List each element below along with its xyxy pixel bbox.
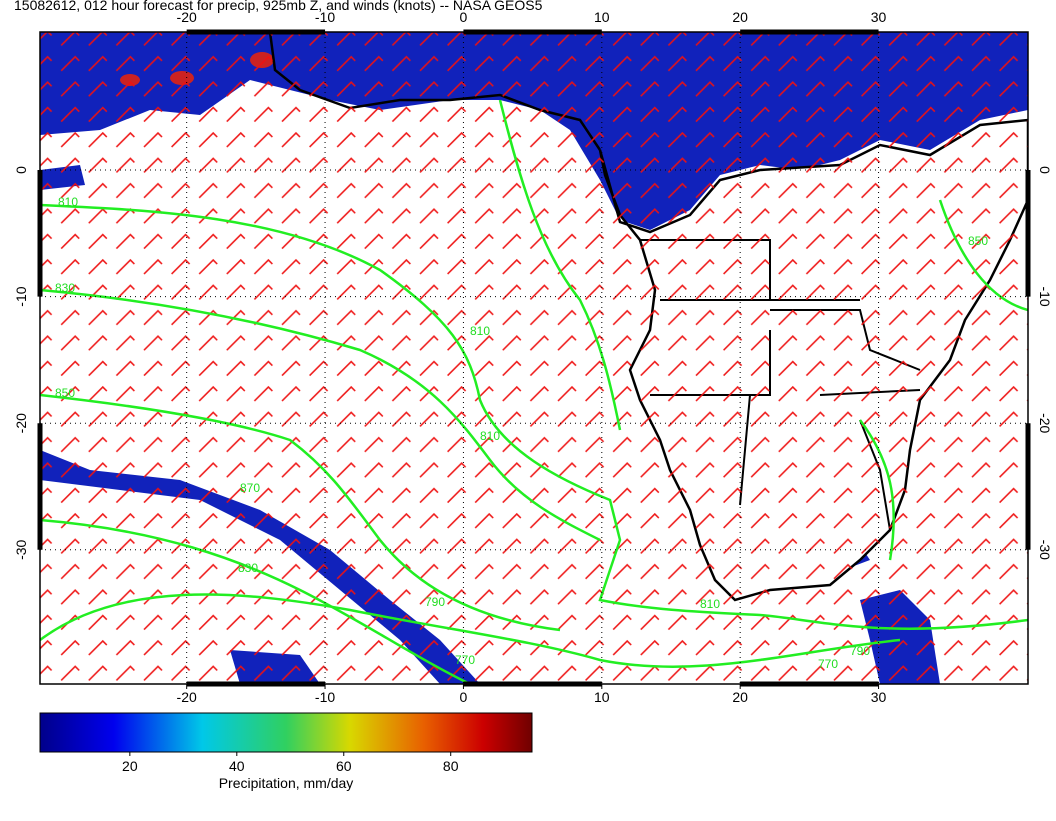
contour-label: 790 — [425, 595, 445, 609]
contour-label: 830 — [238, 561, 258, 575]
y-tick-label: -20 — [1037, 413, 1053, 433]
x-tick-label: 10 — [594, 9, 610, 25]
y-tick-label: -10 — [1037, 286, 1053, 306]
x-tick-label: -10 — [315, 689, 335, 705]
contour-label: 850 — [968, 234, 988, 248]
contour-label: 810 — [700, 597, 720, 611]
x-tick-label: 30 — [871, 9, 887, 25]
x-tick-label: -10 — [315, 9, 335, 25]
colorbar-tick-label: 20 — [122, 758, 138, 774]
contour-label: 830 — [55, 281, 75, 295]
x-tick-label: 10 — [594, 689, 610, 705]
colorbar-tick-label: 80 — [443, 758, 459, 774]
contour-label: 810 — [58, 195, 78, 209]
frame — [37, 29, 1031, 689]
x-tick-label: 20 — [732, 689, 748, 705]
x-tick-label: 0 — [460, 689, 468, 705]
x-tick-label: 30 — [871, 689, 887, 705]
contour-label: 770 — [455, 653, 475, 667]
colorbar — [39, 712, 533, 753]
contour-label: 810 — [480, 429, 500, 443]
x-tick-label: -20 — [177, 689, 197, 705]
colorbar-ticks: 20 40 60 80 — [122, 752, 459, 774]
contour-label: 810 — [470, 324, 490, 338]
contour-label: 850 — [55, 386, 75, 400]
colorbar-tick-label: 40 — [229, 758, 245, 774]
y-tick-label: 0 — [13, 166, 29, 174]
colorbar-tick-label: 60 — [336, 758, 352, 774]
y-tick-label: -30 — [1037, 540, 1053, 560]
x-tick-label: 20 — [732, 9, 748, 25]
contour-label: 770 — [818, 657, 838, 671]
contours — [40, 99, 1028, 684]
map-body — [40, 32, 1028, 684]
y-tick-label: -10 — [13, 286, 29, 306]
contour-label: 790 — [850, 644, 870, 658]
y-tick-label: 0 — [1037, 166, 1053, 174]
y-tick-label: -30 — [13, 539, 29, 559]
x-tick-label: 0 — [460, 9, 468, 25]
title: 15082612, 012 hour forecast for precip, … — [14, 0, 543, 13]
y-tick-label: -20 — [13, 413, 29, 433]
grid — [40, 32, 1028, 684]
colorbar-label: Precipitation, mm/day — [219, 775, 354, 791]
x-tick-label: -20 — [177, 9, 197, 25]
contour-label: 870 — [240, 481, 260, 495]
